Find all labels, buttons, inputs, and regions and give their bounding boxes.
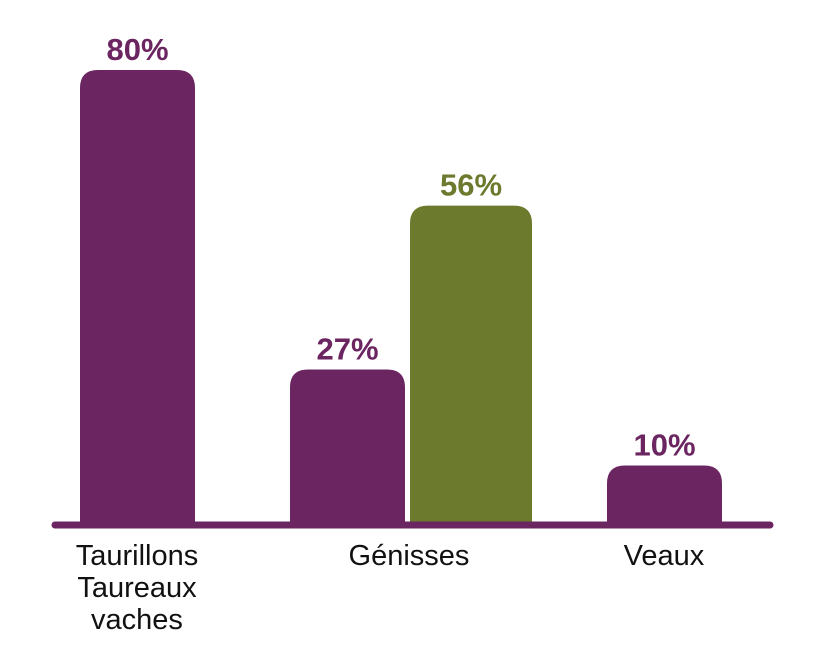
category-label-line: vaches (91, 604, 183, 636)
bar-3 (410, 205, 532, 522)
bar-value-label: 56% (440, 168, 502, 203)
bar-1 (80, 70, 195, 522)
bar-value-label: 10% (633, 428, 695, 463)
bar-value-label: 80% (106, 32, 168, 67)
bar-4 (607, 465, 722, 522)
category-label: Taurillons Taureaux vaches (76, 540, 199, 636)
bar-value-label: 27% (316, 331, 378, 366)
category-label-line: Veaux (624, 540, 705, 572)
category-label: Génisses (349, 540, 470, 572)
category-labels-layer: Taurillons Taureaux vaches Génisses Veaux (76, 540, 705, 636)
category-label-line: Génisses (349, 540, 470, 572)
bars-layer (80, 70, 722, 522)
category-label: Veaux (624, 540, 705, 572)
category-label-line: Taurillons (76, 540, 199, 572)
category-label-line: Taureaux (77, 572, 197, 604)
value-labels-layer: 80% 27% 56% 10% (106, 32, 695, 463)
bar-2 (290, 369, 405, 522)
